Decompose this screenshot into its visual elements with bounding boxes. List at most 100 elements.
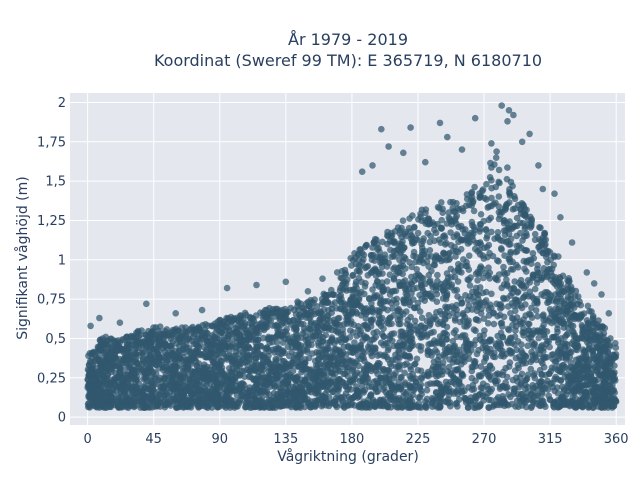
data-point	[319, 301, 326, 308]
data-point	[153, 324, 160, 331]
data-point	[323, 321, 330, 328]
data-point	[527, 288, 534, 295]
data-point	[253, 355, 260, 362]
data-point	[567, 317, 574, 324]
data-point	[122, 372, 129, 379]
data-point	[373, 388, 380, 395]
data-point	[483, 355, 490, 362]
data-point	[365, 263, 372, 270]
data-point	[431, 337, 438, 344]
chart-title: År 1979 - 2019	[288, 30, 408, 49]
data-point	[454, 311, 461, 318]
data-point	[491, 310, 498, 317]
data-point	[517, 230, 524, 237]
data-point	[406, 259, 413, 266]
data-point	[155, 352, 162, 359]
data-point	[488, 397, 495, 404]
data-point	[295, 300, 302, 307]
data-point	[500, 264, 507, 271]
data-point	[451, 244, 458, 251]
data-point	[437, 333, 444, 340]
data-point	[493, 184, 500, 191]
data-point	[253, 329, 260, 336]
data-point	[539, 391, 546, 398]
data-point	[528, 404, 535, 411]
data-point	[503, 227, 510, 234]
data-point	[314, 324, 321, 331]
data-point	[333, 337, 340, 344]
data-point	[349, 287, 356, 294]
data-point	[388, 382, 395, 389]
data-point	[506, 256, 513, 263]
data-point	[479, 390, 486, 397]
data-point	[437, 403, 444, 410]
data-point	[544, 259, 551, 266]
data-point	[572, 346, 579, 353]
data-point	[409, 340, 416, 347]
data-point	[458, 269, 465, 276]
data-point	[507, 310, 514, 317]
data-point	[447, 199, 454, 206]
data-point	[455, 378, 462, 385]
data-point	[329, 327, 336, 334]
data-point	[427, 239, 434, 246]
data-point	[409, 212, 416, 219]
data-point	[576, 314, 583, 321]
data-point	[195, 324, 202, 331]
data-point	[488, 337, 495, 344]
data-point	[264, 381, 271, 388]
data-point	[298, 314, 305, 321]
data-point	[410, 404, 417, 411]
data-point	[472, 328, 479, 335]
data-point	[506, 218, 513, 225]
data-point	[415, 230, 422, 237]
data-point	[496, 271, 503, 278]
data-point	[442, 398, 449, 405]
data-point	[492, 372, 499, 379]
data-point	[444, 332, 451, 339]
data-point	[540, 234, 547, 241]
data-point	[356, 275, 363, 282]
data-point	[242, 404, 249, 411]
data-point	[164, 326, 171, 333]
data-point	[230, 315, 237, 322]
data-point	[364, 326, 371, 333]
data-point	[225, 384, 232, 391]
data-point	[85, 404, 92, 411]
data-point	[478, 263, 485, 270]
data-point	[506, 347, 513, 354]
data-point	[450, 343, 457, 350]
data-point	[425, 373, 432, 380]
data-point	[404, 317, 411, 324]
data-point	[484, 233, 491, 240]
data-point	[531, 340, 538, 347]
data-point	[499, 209, 506, 216]
data-point	[447, 229, 454, 236]
data-point	[503, 239, 510, 246]
data-point	[288, 340, 295, 347]
data-point	[512, 196, 519, 203]
data-point	[339, 281, 346, 288]
data-point	[426, 272, 433, 279]
data-point	[474, 277, 481, 284]
data-point	[466, 302, 473, 309]
data-point	[247, 384, 254, 391]
data-point	[363, 242, 370, 249]
data-point	[229, 402, 236, 409]
data-point	[344, 276, 351, 283]
data-point	[572, 395, 579, 402]
data-point	[214, 404, 221, 411]
data-point	[369, 256, 376, 263]
data-point	[116, 364, 123, 371]
data-point	[472, 246, 479, 253]
data-point	[121, 389, 128, 396]
data-point	[368, 306, 375, 313]
data-point	[406, 326, 413, 333]
data-point	[331, 399, 338, 406]
data-point	[283, 392, 290, 399]
data-point	[517, 321, 524, 328]
data-point	[458, 223, 465, 230]
data-point	[416, 292, 423, 299]
data-point	[496, 167, 503, 174]
data-point	[534, 313, 541, 320]
